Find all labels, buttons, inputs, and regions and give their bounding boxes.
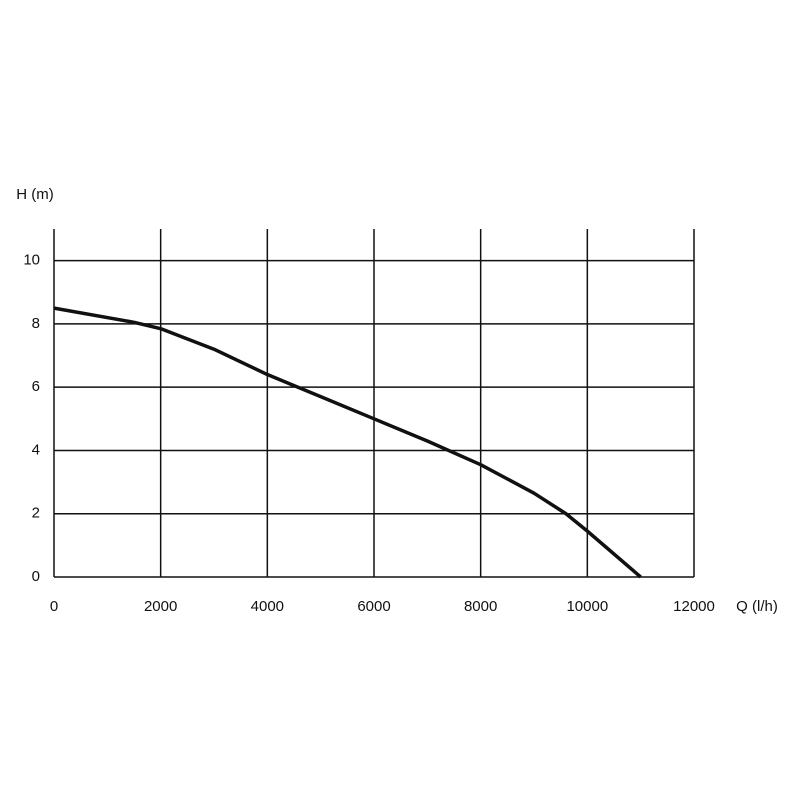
y-axis-label: H (m) [16,186,54,203]
data-line [53,306,642,579]
x-tick-label: 2000 [144,598,177,615]
y-tick-label: 6 [32,378,40,395]
y-tick-label: 4 [32,441,40,458]
x-tick-label: 0 [50,598,58,615]
y-tick-label: 10 [23,252,40,269]
x-axis-label: Q (l/h) [736,598,778,615]
x-tick-label: 6000 [357,598,390,615]
x-tick-label: 10000 [566,598,608,615]
x-tick-label: 12000 [673,598,715,615]
x-tick-label: 8000 [464,598,497,615]
y-tick-label: 2 [32,505,40,522]
y-tick-label: 0 [32,568,40,585]
y-tick-label: 8 [32,315,40,332]
x-tick-label: 4000 [251,598,284,615]
